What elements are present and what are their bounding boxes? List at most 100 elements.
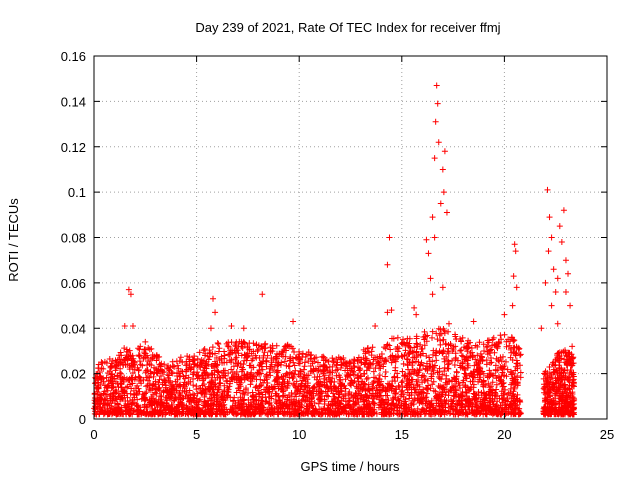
data-point	[286, 369, 293, 376]
data-point	[516, 409, 523, 416]
data-point	[370, 380, 377, 387]
data-point	[480, 377, 487, 384]
data-point	[248, 350, 255, 357]
data-point	[407, 348, 414, 355]
data-point	[285, 391, 292, 398]
data-point	[129, 369, 136, 376]
data-point	[514, 380, 521, 387]
data-point	[554, 275, 561, 282]
data-point	[309, 402, 316, 409]
data-point	[472, 395, 479, 402]
data-point	[439, 371, 446, 378]
data-point	[552, 411, 559, 418]
data-point	[114, 373, 121, 380]
data-point	[453, 375, 460, 382]
data-point	[404, 389, 411, 396]
data-point	[384, 380, 391, 387]
data-point	[260, 404, 267, 411]
data-point	[262, 340, 269, 347]
data-point	[450, 346, 457, 353]
data-point	[550, 266, 557, 273]
data-point	[509, 392, 516, 399]
data-point	[413, 389, 420, 396]
data-point	[109, 392, 116, 399]
data-point	[117, 393, 124, 400]
data-point	[95, 365, 102, 372]
data-point	[276, 350, 283, 357]
data-point	[212, 361, 219, 368]
data-point	[166, 386, 173, 393]
data-point	[252, 410, 259, 417]
data-point	[331, 398, 338, 405]
data-point	[546, 214, 553, 221]
data-point	[382, 345, 389, 352]
data-point	[314, 380, 321, 387]
data-point	[374, 354, 381, 361]
y-tick-label: 0	[79, 412, 86, 427]
data-point	[357, 373, 364, 380]
data-point	[552, 400, 559, 407]
data-point	[570, 397, 577, 404]
data-point	[186, 356, 193, 363]
data-point	[432, 118, 439, 125]
data-point	[155, 411, 162, 418]
data-point	[429, 404, 436, 411]
data-point	[365, 395, 372, 402]
data-point	[97, 373, 104, 380]
data-point	[127, 390, 134, 397]
data-point	[401, 352, 408, 359]
data-point	[469, 354, 476, 361]
data-point	[470, 374, 477, 381]
data-point	[505, 336, 512, 343]
data-point	[233, 346, 240, 353]
data-point	[471, 408, 478, 415]
data-point	[411, 411, 418, 418]
data-point	[153, 367, 160, 374]
data-point	[187, 407, 194, 414]
data-point	[209, 371, 216, 378]
data-point	[245, 389, 252, 396]
data-point	[401, 372, 408, 379]
data-point	[220, 374, 227, 381]
x-tick-label: 10	[292, 427, 306, 442]
data-point	[242, 354, 249, 361]
data-point	[388, 382, 395, 389]
data-point	[507, 354, 514, 361]
data-point	[122, 410, 129, 417]
data-point	[396, 345, 403, 352]
data-point	[445, 361, 452, 368]
data-point	[404, 373, 411, 380]
data-point	[248, 403, 255, 410]
data-point	[329, 402, 336, 409]
data-point	[377, 401, 384, 408]
data-point	[551, 368, 558, 375]
data-point	[337, 387, 344, 394]
data-point	[468, 407, 475, 414]
data-point	[321, 363, 328, 370]
data-point	[330, 358, 337, 365]
data-point	[169, 404, 176, 411]
data-point	[556, 223, 563, 230]
data-point	[343, 371, 350, 378]
data-point	[299, 386, 306, 393]
data-point	[298, 382, 305, 389]
data-point	[291, 371, 298, 378]
y-tick-label: 0.1	[68, 185, 86, 200]
data-point	[357, 384, 364, 391]
x-tick-label: 25	[600, 427, 614, 442]
data-point	[274, 362, 281, 369]
data-point	[411, 344, 418, 351]
data-point	[351, 357, 358, 364]
data-point	[115, 410, 122, 417]
data-point	[440, 336, 447, 343]
data-point	[210, 401, 217, 408]
data-point	[356, 367, 363, 374]
data-point	[178, 368, 184, 375]
data-point	[243, 357, 250, 364]
data-point	[301, 363, 308, 370]
data-point	[548, 374, 555, 381]
data-point	[299, 392, 306, 399]
data-point	[514, 391, 521, 398]
data-point	[129, 322, 136, 329]
data-point	[509, 302, 516, 309]
